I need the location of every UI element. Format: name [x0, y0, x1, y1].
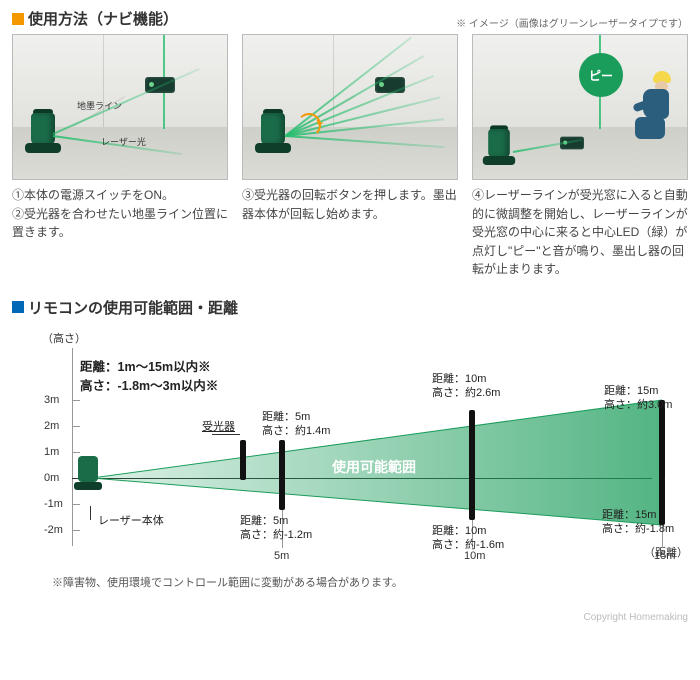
laser-origin-icon: [78, 456, 102, 490]
spec-box: 距離：1m～15m以内※ 高さ：-1.8m～3m以内※: [80, 358, 218, 396]
worker-icon: [625, 71, 679, 139]
copyright: Copyright Homemaking: [0, 606, 700, 623]
usable-label: 使用可能範囲: [332, 458, 416, 476]
label-receiver: 受光器: [202, 420, 235, 434]
section2-header: リモコンの使用可能範囲・距離: [12, 297, 688, 318]
square-orange-icon: [12, 13, 24, 25]
range-chart: （高さ） （距離） 3m 2m 1m 0m -1m -2m 5m 10m 15m: [12, 328, 688, 570]
label-beam: レーザー光: [101, 135, 146, 148]
marker-10u: [469, 410, 475, 480]
laser-device-icon: [23, 113, 63, 153]
step1-image: 地墨ライン レーザー光: [12, 34, 228, 180]
step-2: ③受光器の回転ボタンを押します。墨出器本体が回転し始めます。: [242, 34, 458, 279]
step-1: 地墨ライン レーザー光 ①本体の電源スイッチをON。 ②受光器を合わせたい地墨ラ…: [12, 34, 228, 279]
lbl-5l: 距離：5m高さ：約-1.2m: [240, 514, 312, 543]
step-3: ピー ④レーザーラインが受光窓に入ると自動的に微調整を開始し、レーザーラインが受…: [472, 34, 688, 279]
laser-device-icon: [481, 129, 517, 165]
speech-bubble: ピー: [579, 53, 623, 97]
steps-row: 地墨ライン レーザー光 ①本体の電源スイッチをON。 ②受光器を合わせたい地墨ラ…: [12, 34, 688, 279]
lbl-15u: 距離：15m高さ：約3.0m: [604, 384, 672, 413]
marker-5u: [279, 440, 285, 480]
step1-caption: ①本体の電源スイッチをON。 ②受光器を合わせたい地墨ライン位置に置きます。: [12, 186, 228, 242]
step3-caption: ④レーザーラインが受光窓に入ると自動的に微調整を開始し、レーザーラインが受光窓の…: [472, 186, 688, 279]
marker-5l: [279, 478, 285, 510]
marker-10l: [469, 478, 475, 520]
label-laser-body: レーザー本体: [98, 514, 164, 528]
step3-image: ピー: [472, 34, 688, 180]
label-jizumi: 地墨ライン: [77, 99, 122, 112]
section2-title: リモコンの使用可能範囲・距離: [28, 297, 238, 318]
step2-image: [242, 34, 458, 180]
lbl-5u: 距離：5m高さ：約1.4m: [262, 410, 330, 439]
chart-footnote: ※障害物、使用環境でコントロール範囲に変動がある場合があります。: [12, 574, 688, 590]
rotate-arrow-icon: [297, 113, 321, 137]
section1-title: 使用方法（ナビ機能）: [28, 8, 178, 29]
lbl-10u: 距離：10m高さ：約2.6m: [432, 372, 500, 401]
lbl-15l: 距離：15m高さ：約-1.8m: [602, 508, 674, 537]
square-blue-icon: [12, 301, 24, 313]
step2-caption: ③受光器の回転ボタンを押します。墨出器本体が回転し始めます。: [242, 186, 458, 223]
lbl-10l: 距離：10m高さ：約-1.6m: [432, 524, 504, 553]
marker: [240, 440, 246, 480]
